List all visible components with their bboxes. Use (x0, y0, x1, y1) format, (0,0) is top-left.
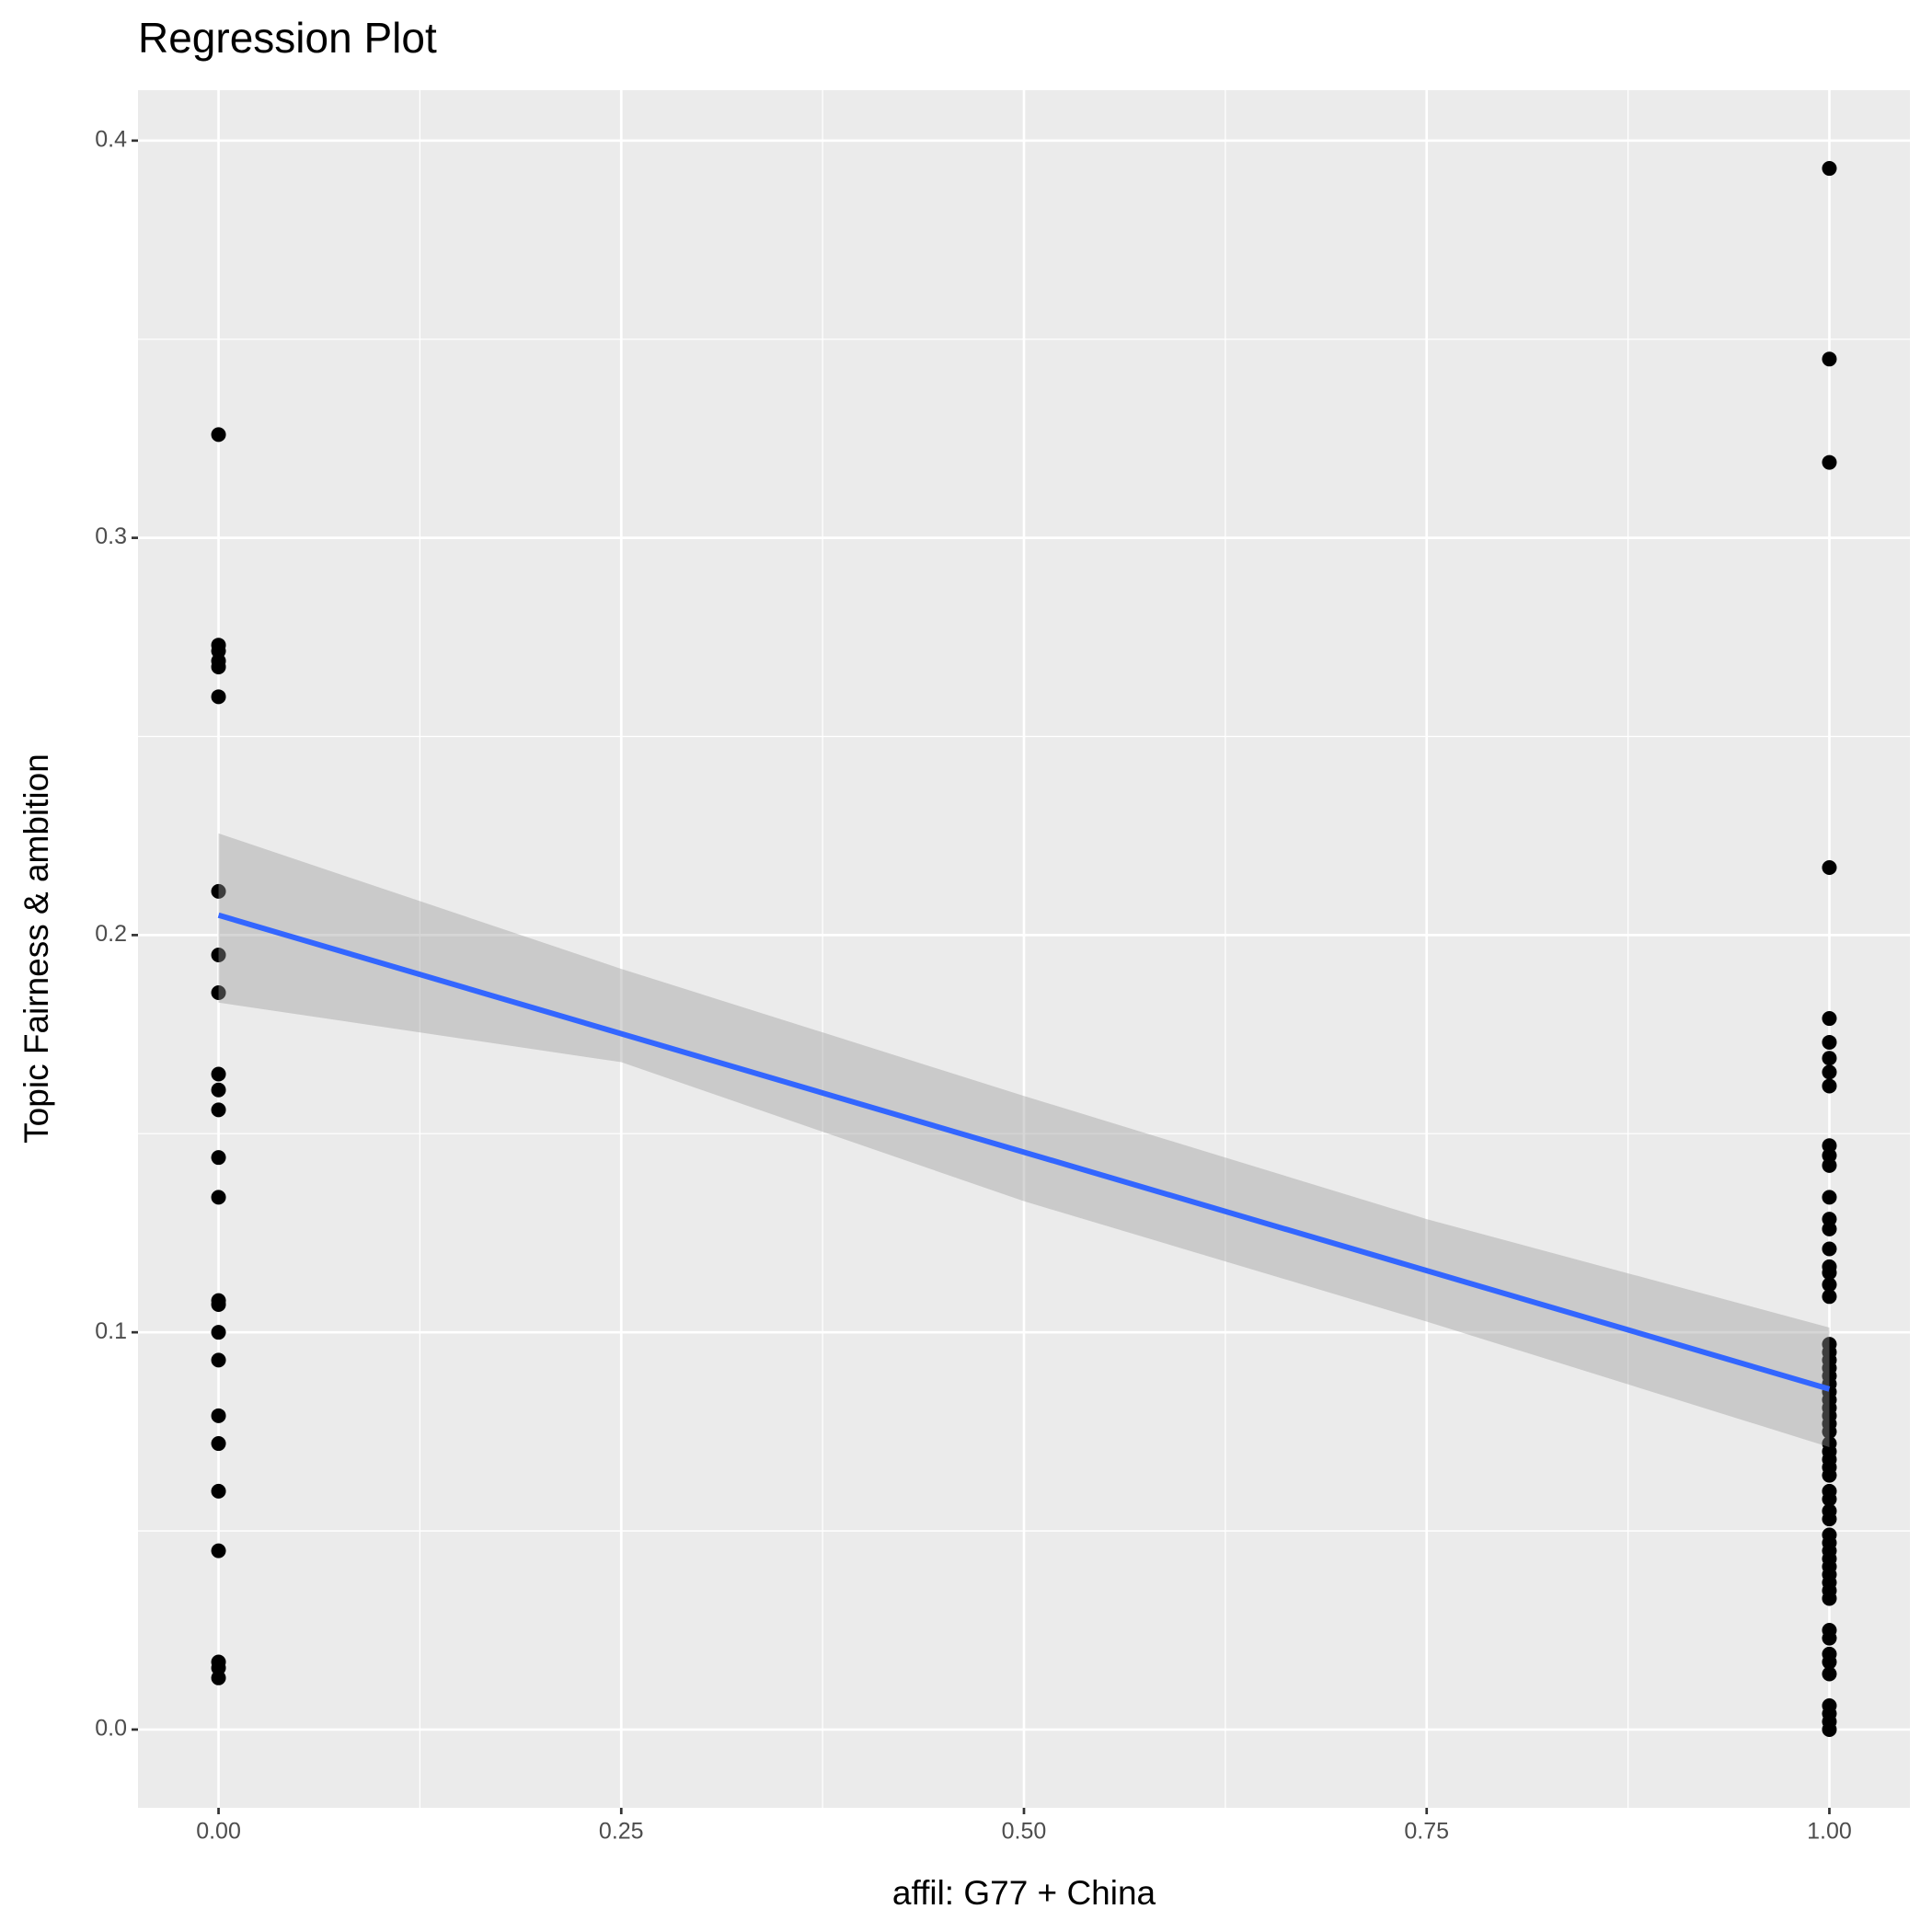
point (211, 659, 226, 674)
point (211, 947, 226, 962)
x-tick-label: 0.75 (1404, 1819, 1449, 1845)
point (211, 1082, 226, 1098)
point (1822, 1064, 1837, 1080)
point (211, 1436, 226, 1452)
point (1822, 1721, 1837, 1737)
x-axis-title: affil: G77 + China (892, 1874, 1156, 1912)
point (1822, 1078, 1837, 1094)
point (211, 1325, 226, 1340)
y-tick-label: 0.3 (95, 523, 127, 549)
point (1822, 1512, 1837, 1527)
y-tick-label: 0.1 (95, 1318, 127, 1344)
point (1822, 161, 1837, 177)
x-tick-label: 1.00 (1807, 1819, 1852, 1845)
y-axis-title: Topic Fairness & ambition (17, 753, 55, 1144)
regression-line (217, 912, 1831, 1392)
point (211, 984, 226, 1000)
x-tick-label: 0.25 (599, 1819, 644, 1845)
point (1822, 1157, 1837, 1173)
point (211, 1483, 226, 1499)
point (1822, 1221, 1837, 1236)
point (1822, 1241, 1837, 1257)
chart-title: Regression Plot (138, 14, 437, 62)
point (1822, 1190, 1837, 1205)
point (1822, 1277, 1837, 1293)
point (1822, 1424, 1837, 1440)
point (211, 1102, 226, 1118)
point (1822, 859, 1837, 875)
point (1822, 1630, 1837, 1646)
point (1822, 1034, 1837, 1050)
y-tick-label: 0.4 (95, 126, 127, 152)
point (211, 1190, 226, 1205)
point (211, 1296, 226, 1312)
y-tick-label: 0.2 (95, 921, 127, 947)
point (1822, 1467, 1837, 1483)
point (1822, 351, 1837, 367)
point (211, 1352, 226, 1368)
point (211, 427, 226, 443)
point (1822, 1289, 1837, 1305)
point (211, 1543, 226, 1558)
point (1822, 454, 1837, 470)
point (211, 1066, 226, 1082)
x-tick-label: 0.50 (1002, 1819, 1047, 1845)
y-tick-label: 0.0 (95, 1716, 127, 1742)
point (1822, 1265, 1837, 1281)
x-tick-label: 0.00 (196, 1819, 241, 1845)
point (1822, 1654, 1837, 1670)
point (211, 1150, 226, 1166)
confidence-band (218, 833, 1830, 1447)
point (211, 1408, 226, 1423)
point (211, 689, 226, 705)
point (1822, 1591, 1837, 1606)
point (1822, 1011, 1837, 1027)
point (211, 883, 226, 899)
point (1822, 1051, 1837, 1066)
point (211, 1670, 226, 1685)
point (1822, 1666, 1837, 1682)
point (1822, 1491, 1837, 1507)
